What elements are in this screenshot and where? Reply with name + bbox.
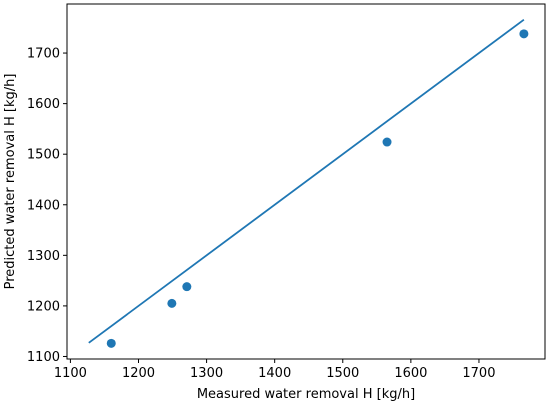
y-tick-label: 1700	[27, 47, 60, 62]
plot-frame	[66, 3, 546, 360]
x-tick-label: 1400	[258, 366, 291, 381]
data-point	[182, 282, 192, 292]
y-tick-label: 1500	[27, 148, 60, 163]
plot-marks	[88, 18, 529, 348]
x-tick-label: 1600	[394, 366, 427, 381]
y-tick-label: 1100	[27, 350, 60, 365]
x-axis-title: Measured water removal H [kg/h]	[197, 387, 415, 402]
data-point	[382, 137, 392, 147]
data-point	[519, 29, 529, 39]
reference-line	[88, 18, 525, 344]
y-tick-label: 1200	[27, 299, 60, 314]
y-axis-title: Predicted water removal H [kg/h]	[3, 74, 18, 290]
y-tick-label: 1600	[27, 97, 60, 112]
y-tick-label: 1300	[27, 249, 60, 264]
x-tick-label: 1300	[190, 366, 223, 381]
data-point	[167, 298, 177, 308]
y-axis: 1100 1200 1300 1400 1500 1600 1700	[27, 47, 67, 365]
x-tick-label: 1100	[54, 366, 87, 381]
x-tick-label: 1700	[462, 366, 495, 381]
x-axis: 1100 1200 1300 1400 1500 1600 1700	[54, 359, 495, 381]
x-tick-label: 1200	[122, 366, 155, 381]
data-point	[106, 338, 116, 348]
x-tick-label: 1500	[326, 366, 359, 381]
y-tick-label: 1400	[27, 198, 60, 213]
